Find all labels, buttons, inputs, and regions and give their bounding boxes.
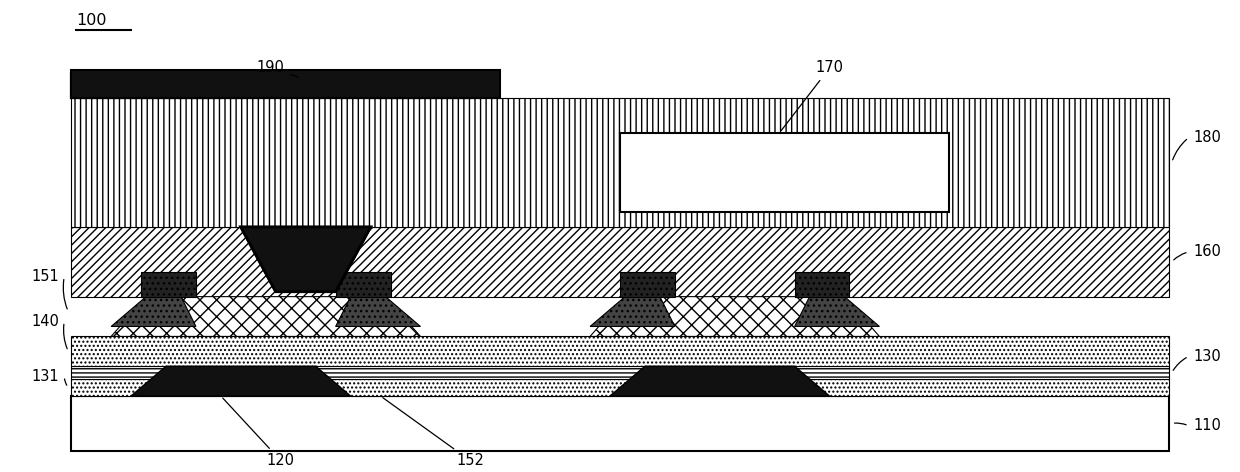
Text: 151: 151: [31, 269, 60, 284]
Polygon shape: [610, 366, 830, 396]
Polygon shape: [795, 272, 849, 296]
Polygon shape: [71, 73, 241, 98]
Polygon shape: [795, 296, 879, 327]
Text: 130: 130: [1194, 349, 1221, 364]
Polygon shape: [590, 296, 675, 327]
Text: 100: 100: [76, 13, 107, 28]
Polygon shape: [71, 366, 1169, 379]
Polygon shape: [620, 272, 675, 296]
Text: 170: 170: [781, 60, 843, 130]
Polygon shape: [112, 296, 196, 327]
Polygon shape: [231, 73, 470, 98]
Text: 152: 152: [383, 398, 485, 468]
Polygon shape: [71, 396, 1169, 451]
Polygon shape: [71, 70, 500, 98]
Text: 110: 110: [1194, 418, 1221, 433]
Text: 180: 180: [1194, 130, 1221, 145]
Polygon shape: [71, 227, 1169, 296]
Polygon shape: [112, 296, 420, 337]
Polygon shape: [620, 133, 950, 212]
Text: 140: 140: [31, 314, 60, 329]
Text: 131: 131: [32, 369, 60, 384]
Polygon shape: [71, 337, 1169, 366]
Polygon shape: [131, 366, 351, 396]
Text: 120: 120: [223, 398, 295, 468]
Polygon shape: [590, 296, 879, 337]
Text: 190: 190: [257, 60, 298, 77]
Polygon shape: [336, 272, 391, 296]
Polygon shape: [71, 98, 1169, 227]
Polygon shape: [241, 227, 371, 292]
Polygon shape: [336, 296, 420, 327]
Polygon shape: [71, 379, 1169, 396]
Polygon shape: [141, 272, 196, 296]
Text: 160: 160: [1194, 244, 1221, 260]
Polygon shape: [371, 73, 480, 98]
Polygon shape: [71, 73, 221, 98]
Polygon shape: [241, 227, 371, 292]
